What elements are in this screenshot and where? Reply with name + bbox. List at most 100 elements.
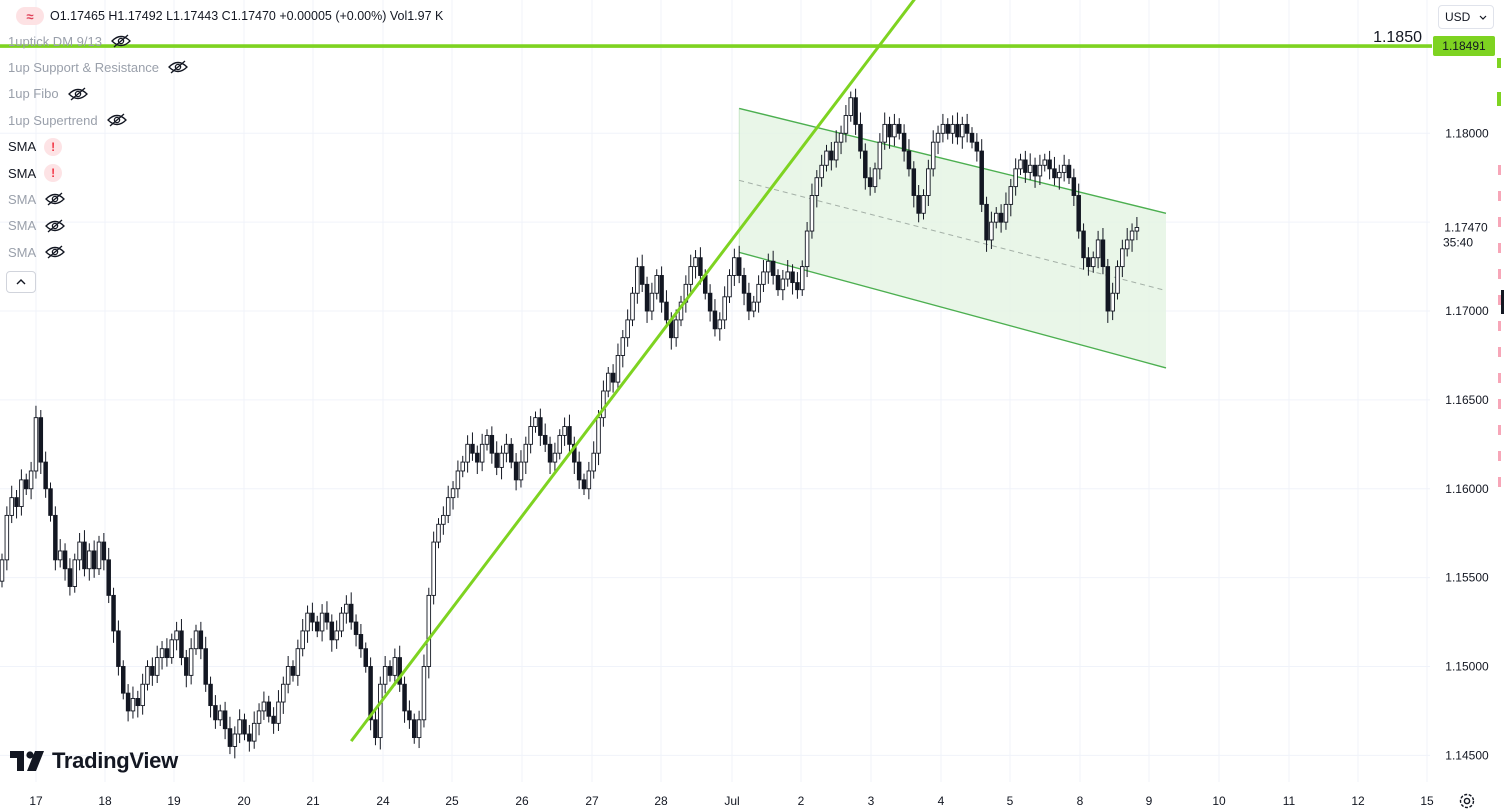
- time-tick-label: 3: [868, 794, 875, 808]
- time-tick-label: 12: [1351, 794, 1365, 808]
- fx-logo-icon[interactable]: ≈: [16, 7, 44, 25]
- candle: [213, 695, 218, 729]
- candle: [712, 299, 718, 337]
- warning-icon[interactable]: !: [44, 164, 63, 182]
- candle: [67, 558, 73, 596]
- candle-body: [96, 541, 102, 570]
- candle: [1032, 157, 1038, 188]
- gear-icon[interactable]: [1457, 791, 1477, 811]
- candle: [770, 250, 776, 285]
- candle-body: [542, 434, 548, 445]
- candle: [727, 269, 732, 304]
- time-axis[interactable]: 17 18 19 20 21 24 25 26 27 28 Jul 2 3 4 5 8 9 10 11 12 15: [29, 794, 1434, 808]
- edge-marker: [1497, 58, 1501, 68]
- candle-body: [513, 461, 519, 481]
- candle: [111, 587, 116, 643]
- candle-body: [1090, 257, 1096, 268]
- eye-off-icon[interactable]: [67, 87, 89, 101]
- candle: [368, 657, 373, 731]
- candle: [649, 282, 655, 321]
- drawings[interactable]: 1.1850: [0, 0, 1432, 743]
- candle-body: [87, 550, 92, 570]
- candle-body: [1120, 248, 1125, 268]
- tradingview-logo[interactable]: TradingView: [10, 748, 178, 774]
- channel-lower-line[interactable]: [739, 251, 1167, 369]
- candle: [87, 543, 92, 581]
- candle-body: [1081, 230, 1086, 259]
- indicator-row[interactable]: SMA!: [8, 163, 63, 183]
- candle: [455, 460, 461, 498]
- indicator-row[interactable]: 1uptick DM 9/13: [8, 31, 132, 51]
- eye-off-icon[interactable]: [44, 192, 66, 206]
- warning-icon[interactable]: !: [44, 137, 63, 156]
- indicator-row[interactable]: 1up Supertrend: [8, 110, 128, 130]
- candle: [838, 125, 844, 155]
- indicator-row[interactable]: SMA: [8, 189, 66, 209]
- trend-line[interactable]: [350, 0, 972, 743]
- edge-marker: [1498, 477, 1501, 487]
- eye-off-icon[interactable]: [167, 60, 189, 74]
- candle: [858, 112, 863, 159]
- candle-body: [819, 164, 824, 179]
- horizontal-line-price-tag[interactable]: [1433, 36, 1495, 57]
- candle: [48, 482, 53, 522]
- price-axis[interactable]: 1.180001.175001.170001.165001.160001.155…: [1433, 36, 1497, 762]
- candle: [804, 221, 810, 278]
- eye-off-icon[interactable]: [44, 245, 66, 259]
- candle: [654, 269, 660, 300]
- candle: [606, 367, 611, 398]
- candle: [572, 436, 577, 474]
- candle: [135, 690, 141, 718]
- candle-body: [329, 621, 335, 641]
- candle: [935, 125, 941, 155]
- candle-body: [780, 278, 786, 291]
- time-tick-label: 17: [29, 794, 43, 808]
- candle: [843, 105, 849, 143]
- candle: [504, 433, 509, 463]
- candle-body: [562, 426, 567, 436]
- eye-off-icon[interactable]: [110, 34, 132, 48]
- candle-body: [135, 698, 141, 707]
- candle-body: [557, 434, 563, 454]
- candle: [494, 441, 499, 476]
- indicator-row[interactable]: SMA: [8, 242, 66, 262]
- chevron-up-icon: [16, 279, 26, 285]
- candle-body: [829, 150, 834, 161]
- indicator-row[interactable]: SMA!: [8, 137, 63, 157]
- candle: [1066, 159, 1072, 184]
- candle-body: [673, 319, 679, 339]
- time-tick-label: 4: [938, 794, 945, 808]
- eye-off-icon[interactable]: [44, 219, 66, 233]
- collapse-legend-button[interactable]: [6, 271, 36, 293]
- candle-body: [581, 479, 587, 490]
- candle-body: [955, 123, 960, 138]
- candle-body: [635, 266, 640, 294]
- candle-body: [38, 417, 44, 463]
- edge-marker: [1498, 269, 1501, 279]
- candle-body: [1032, 164, 1038, 177]
- candle: [373, 707, 378, 746]
- candle-body: [509, 443, 514, 463]
- channel-upper-line[interactable]: [739, 107, 1167, 214]
- candle: [256, 703, 262, 736]
- candle-body: [363, 648, 369, 667]
- candle: [140, 673, 145, 715]
- candle-body: [751, 301, 757, 312]
- indicator-row[interactable]: SMA: [8, 216, 66, 236]
- candle: [1057, 164, 1062, 190]
- candle: [217, 704, 223, 727]
- candle: [1008, 178, 1014, 217]
- edge-marker: [1498, 321, 1501, 331]
- candle: [717, 312, 723, 341]
- indicator-row[interactable]: 1up Fibo: [8, 84, 89, 104]
- candle: [974, 133, 980, 162]
- candle: [232, 726, 238, 759]
- candle-body: [974, 141, 980, 152]
- currency-select[interactable]: USD: [1438, 5, 1494, 29]
- indicator-row[interactable]: 1up Support & Resistance: [8, 57, 189, 77]
- candle: [819, 154, 824, 187]
- candles: [0, 88, 1140, 759]
- candle: [659, 266, 664, 313]
- eye-off-icon[interactable]: [106, 113, 128, 127]
